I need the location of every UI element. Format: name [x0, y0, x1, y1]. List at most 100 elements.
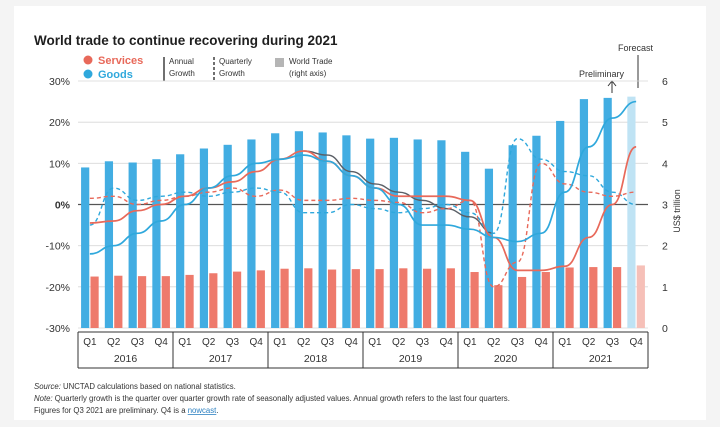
right-tick-label: 2 — [662, 241, 668, 253]
footnote-figures-text: Figures for Q3 2021 are preliminary. Q4 … — [34, 406, 188, 415]
quarter-label: Q1 — [273, 337, 287, 348]
quarter-label: Q4 — [534, 337, 548, 348]
footnote-source-prefix: Source: — [34, 382, 61, 391]
goods-bar — [342, 135, 351, 328]
services-bar — [114, 275, 123, 328]
services-bar — [565, 267, 574, 328]
goods-annual-growth-line — [89, 100, 637, 255]
goods-bar — [128, 162, 137, 328]
services-bar — [494, 285, 503, 328]
services-bar — [209, 273, 218, 328]
quarter-label: Q4 — [629, 337, 643, 348]
goods-bar — [461, 151, 470, 328]
services-bar — [90, 276, 99, 328]
quarter-label: Q1 — [463, 337, 477, 348]
quarter-label: Q3 — [511, 337, 525, 348]
goods-bar — [508, 145, 517, 328]
quarter-label: Q2 — [107, 337, 121, 348]
services-bar — [517, 276, 527, 328]
legend-annual-line1: Annual — [169, 57, 194, 66]
year-label: 2017 — [209, 353, 233, 365]
goods-bar — [294, 131, 304, 328]
goods-bar — [199, 148, 209, 328]
right-axis-title: US$ trillion — [672, 189, 682, 233]
legend-trade-line1: World Trade — [289, 57, 333, 66]
year-label: 2016 — [114, 353, 138, 365]
left-tick-label: 10% — [49, 158, 70, 170]
year-label: 2019 — [399, 353, 423, 365]
quarter-label: Q4 — [249, 337, 263, 348]
goods-bar — [579, 99, 589, 328]
footnote-note: Note: Quarterly growth is the quarter ov… — [34, 394, 510, 403]
left-tick-label: 20% — [49, 117, 70, 129]
services-bar — [137, 276, 147, 328]
right-tick-label: 3 — [662, 200, 668, 212]
footnote-source: Source: UNCTAD calculations based on nat… — [34, 382, 236, 391]
goods-bar — [556, 120, 565, 328]
quarter-label: Q1 — [83, 337, 97, 348]
right-tick-label: 5 — [662, 117, 668, 129]
footnote-note-prefix: Note: — [34, 394, 53, 403]
quarter-label: Q3 — [131, 337, 145, 348]
year-label: 2020 — [494, 353, 518, 365]
legend-goods-label: Goods — [98, 69, 133, 81]
quarter-label: Q3 — [321, 337, 335, 348]
services-bar — [351, 269, 360, 328]
legend-services-label: Services — [98, 55, 143, 67]
right-tick-label: 1 — [662, 282, 668, 294]
services-bar — [232, 271, 242, 328]
quarter-label: Q1 — [368, 337, 382, 348]
goods-quarterly-growth-line — [89, 137, 637, 235]
goods-bar — [152, 159, 161, 328]
legend: Services Goods Annual Growth Quarterly G… — [83, 55, 333, 81]
services-bar — [304, 268, 313, 328]
legend-annual-line2: Growth — [169, 69, 195, 78]
legend-trade-marker — [275, 58, 284, 67]
quarter-label: Q4 — [439, 337, 453, 348]
goods-bar — [366, 138, 375, 328]
plot-area: 30% 6 20% 5 10% 4 0% 3 -10% 2 -20% 1 -30% 0 Q1 Q2 Q3 Q4 Q1… — [45, 76, 668, 369]
right-tick-label: 6 — [662, 76, 668, 88]
goods-bar — [318, 132, 327, 328]
nowcast-link[interactable]: nowcast — [188, 406, 217, 415]
legend-trade-line2: (right axis) — [289, 69, 327, 78]
quarter-label: Q2 — [582, 337, 596, 348]
legend-goods-marker — [83, 69, 93, 79]
services-bar — [612, 267, 622, 328]
goods-bar — [271, 133, 280, 328]
quarter-label: Q3 — [416, 337, 430, 348]
goods-bar — [81, 167, 90, 328]
quarter-label: Q2 — [392, 337, 406, 348]
left-tick-label: 0% — [55, 200, 71, 212]
quarter-label: Q4 — [154, 337, 168, 348]
quarter-label: Q4 — [344, 337, 358, 348]
footnote-source-text: UNCTAD calculations based on national st… — [61, 382, 236, 391]
quarter-label: Q2 — [202, 337, 216, 348]
services-bar — [399, 268, 408, 328]
services-bar — [446, 268, 455, 328]
quarter-label: Q2 — [487, 337, 501, 348]
legend-quarterly-line2: Growth — [219, 69, 245, 78]
left-tick-label: 30% — [49, 76, 70, 88]
chart-card: World trade to continue recovering durin… — [14, 6, 706, 420]
services-bar — [161, 276, 170, 328]
chart-title: World trade to continue recovering durin… — [34, 33, 338, 48]
services-bar — [470, 272, 479, 328]
annual-growth-total-line — [303, 150, 494, 235]
footnotes: Source: UNCTAD calculations based on nat… — [34, 382, 510, 415]
goods-bar — [484, 168, 494, 328]
chart: World trade to continue recovering durin… — [34, 33, 682, 415]
services-bar — [256, 270, 265, 328]
goods-bar — [437, 140, 446, 328]
legend-services-marker — [83, 55, 93, 65]
quarter-label: Q2 — [297, 337, 311, 348]
services-bar — [636, 265, 645, 328]
services-bar — [185, 274, 194, 328]
year-label: 2021 — [589, 353, 613, 365]
legend-quarterly-line1: Quarterly — [219, 57, 252, 66]
services-bar — [541, 272, 550, 328]
annotations: Forecast Preliminary — [579, 43, 654, 93]
quarter-label: Q1 — [178, 337, 192, 348]
goods-bar — [223, 144, 232, 328]
forecast-label: Forecast — [618, 43, 654, 53]
